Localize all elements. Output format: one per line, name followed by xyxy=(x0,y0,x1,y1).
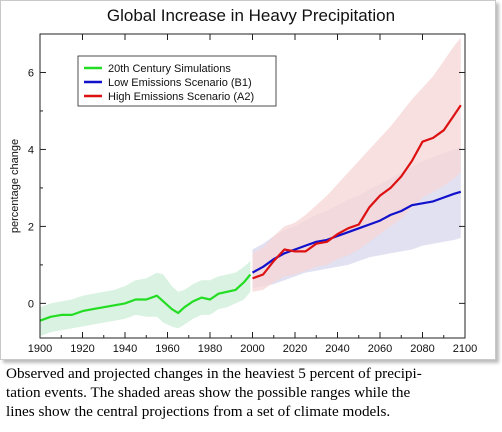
caption-line: tation events. The shaded areas show the… xyxy=(6,384,411,401)
legend-entry-20th-century: 20th Century Simulations xyxy=(108,63,231,75)
y-tick-label: 6 xyxy=(28,67,34,79)
x-tick-label: 1900 xyxy=(28,343,52,355)
legend-entry-low-emissions: Low Emissions Scenario (B1) xyxy=(108,77,252,89)
x-tick-label: 2040 xyxy=(325,343,349,355)
x-tick-label: 1980 xyxy=(198,343,222,355)
y-axis-label: percentage change xyxy=(9,139,21,233)
caption-line: Observed and projected changes in the he… xyxy=(6,365,422,382)
y-tick-label: 4 xyxy=(28,144,34,156)
figure-caption: Observed and projected changes in the he… xyxy=(6,364,498,421)
x-tick-label: 2020 xyxy=(283,343,307,355)
x-tick-label: 2000 xyxy=(240,343,264,355)
legend-entry-high-emissions: High Emissions Scenario (A2) xyxy=(108,91,254,103)
series-line-low-emissions xyxy=(251,190,462,274)
x-tick-label: 2060 xyxy=(368,343,392,355)
x-tick-label: 1960 xyxy=(155,343,179,355)
series-line-20th-century xyxy=(39,273,252,322)
legend-box xyxy=(77,55,277,107)
axis-ticks: 1900 1920 1940 1960 1980 2000 2020 2040 2060 2080… xyxy=(28,34,477,355)
chart-plot: 1900 1920 1940 1960 1980 2000 2020 2040 2060 2080… xyxy=(9,33,477,355)
caption-line: lines show the central projections from … xyxy=(6,403,391,420)
x-tick-label: 2080 xyxy=(410,343,434,355)
y-tick-label: 2 xyxy=(28,221,34,233)
y-tick-label: 0 xyxy=(28,298,34,310)
chart-title: Global Increase in Heavy Precipitation xyxy=(106,6,396,25)
x-tick-label: 1920 xyxy=(70,343,94,355)
series-lines xyxy=(39,104,462,322)
x-tick-label: 2100 xyxy=(453,343,477,355)
legend: 20th Century Simulations Low Emissions S… xyxy=(77,55,277,107)
x-tick-label: 1940 xyxy=(113,343,137,355)
series-line-high-emissions xyxy=(252,104,462,280)
range-band-high-emissions xyxy=(252,37,461,292)
